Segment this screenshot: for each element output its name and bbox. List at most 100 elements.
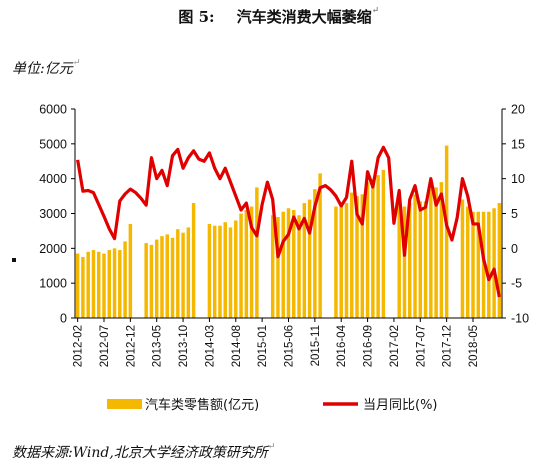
x-tick-label: 2013-10: [178, 325, 190, 367]
legend: 汽车类零售额(亿元) 当月同比(%): [107, 397, 438, 413]
right-tick-label: -10: [511, 312, 529, 326]
bar-2013-12: [191, 203, 196, 318]
bar-2016-07: [355, 196, 359, 318]
bar-2015-12: [318, 173, 322, 318]
bar-2016-04: [339, 204, 343, 318]
bar-2013-09: [176, 229, 180, 318]
x-tick-label: 2015-01: [257, 325, 269, 367]
bar-2013-11: [186, 227, 191, 318]
x-tick-label: 2017-07: [415, 325, 427, 367]
bar-2015-06: [286, 208, 291, 318]
x-tick-label: 2015-06: [284, 325, 296, 367]
right-tick-label: 10: [511, 172, 525, 186]
x-tick-label: 2014-08: [231, 325, 243, 367]
bar-2017-04: [402, 206, 407, 318]
left-tick-label: 1000: [39, 277, 67, 291]
bar-2017-06: [413, 194, 417, 318]
x-tick-label: 2016-09: [363, 325, 375, 367]
bar-2017-10: [434, 187, 438, 319]
bar-2018-06: [476, 211, 481, 318]
bar-2016-09: [365, 182, 370, 318]
bar-2015-10: [307, 199, 312, 318]
left-tick-label: 2000: [39, 242, 67, 256]
bar-2015-11: [313, 189, 317, 318]
bar-2014-09: [239, 213, 243, 318]
bar-2012-07: [102, 253, 106, 318]
bar-2015-09: [302, 203, 307, 318]
left-tick-label: 3000: [39, 207, 67, 221]
bar-2016-08: [360, 194, 365, 318]
bar-2012-05: [91, 250, 96, 318]
bar-2016-03: [334, 206, 338, 318]
paragraph-mark-icon: ↵: [371, 6, 380, 16]
bar-2017-12: [444, 145, 449, 318]
x-tick-label: 2017-02: [389, 325, 401, 367]
bar-2015-08: [297, 215, 301, 318]
legend-swatch-bar: [107, 399, 142, 409]
x-tick-label: 2012-02: [73, 325, 85, 367]
bar-2017-09: [429, 189, 433, 318]
bar-2015-03: [270, 215, 275, 318]
bar-2018-03: [460, 199, 465, 318]
bar-2012-12: [128, 223, 133, 318]
bar-2012-08: [107, 250, 112, 318]
bar-2012-06: [96, 251, 101, 318]
right-tick-label: 0: [511, 242, 518, 256]
paragraph-mark-icon: ↵: [72, 58, 81, 68]
bar-2016-06: [350, 192, 354, 318]
x-tick-label: 2012-12: [125, 325, 137, 367]
right-tick-label: 5: [511, 207, 518, 221]
bar-2012-02: [75, 253, 80, 318]
figure-number: 图 5:: [178, 8, 215, 26]
line-series: [76, 145, 501, 298]
bar-2013-03: [144, 243, 148, 318]
figure-title: 图 5: 汽车类消费大幅萎缩 ↵: [0, 6, 550, 27]
bar-2016-12: [381, 169, 386, 318]
left-tick-label: 4000: [39, 172, 67, 186]
right-tick-label: 20: [511, 103, 525, 117]
bar-series: [75, 145, 502, 319]
bar-2013-07: [165, 234, 169, 318]
source-text: 数据来源:Wind,北京大学经济政策研究所: [12, 445, 268, 461]
bar-2018-05: [471, 211, 475, 318]
bar-2018-10: [497, 203, 502, 318]
bar-2013-08: [170, 237, 175, 318]
x-tick-label: 2018-05: [468, 325, 480, 367]
figure-title-text: 汽车类消费大幅萎缩: [236, 8, 372, 26]
bar-2013-05: [154, 239, 159, 319]
bar-2014-08: [234, 220, 238, 318]
bar-2014-06: [223, 222, 227, 318]
bar-2018-04: [465, 206, 470, 318]
bar-2013-06: [160, 236, 164, 318]
bar-2015-05: [281, 211, 285, 318]
bar-2017-03: [397, 201, 401, 318]
axes: 0 1000 2000 3000 4000 5000 6000 -10 -5 0 5 10 15 20 20…: [39, 103, 529, 368]
bar-2014-07: [228, 227, 233, 318]
bar-2018-08: [487, 211, 491, 318]
paragraph-mark-icon: ↵: [267, 442, 276, 452]
bar-2017-11: [439, 182, 444, 318]
bar-2014-10: [244, 210, 249, 318]
bar-2014-11: [249, 206, 254, 318]
bar-2013-04: [149, 244, 154, 318]
left-tick-label: 0: [60, 312, 67, 326]
bar-2014-05: [218, 225, 222, 318]
bar-2018-09: [492, 208, 496, 318]
unit-label-text: 单位:亿元: [12, 61, 73, 77]
bar-2012-11: [123, 241, 127, 318]
x-tick-label: 2012-07: [99, 325, 111, 367]
bar-2014-04: [212, 225, 217, 318]
x-tick-label: 2016-04: [336, 324, 348, 367]
bar-2013-10: [181, 232, 185, 318]
unit-label: 单位:亿元 ↵: [12, 58, 80, 78]
bullet-marker: [12, 258, 16, 262]
right-tick-label: -5: [511, 277, 522, 291]
bar-2015-07: [292, 210, 296, 318]
bar-2017-05: [408, 203, 412, 318]
x-tick-label: 2017-12: [442, 325, 454, 367]
bar-2014-12: [255, 187, 259, 319]
right-tick-label: 15: [511, 137, 525, 151]
bar-2012-03: [81, 257, 85, 318]
